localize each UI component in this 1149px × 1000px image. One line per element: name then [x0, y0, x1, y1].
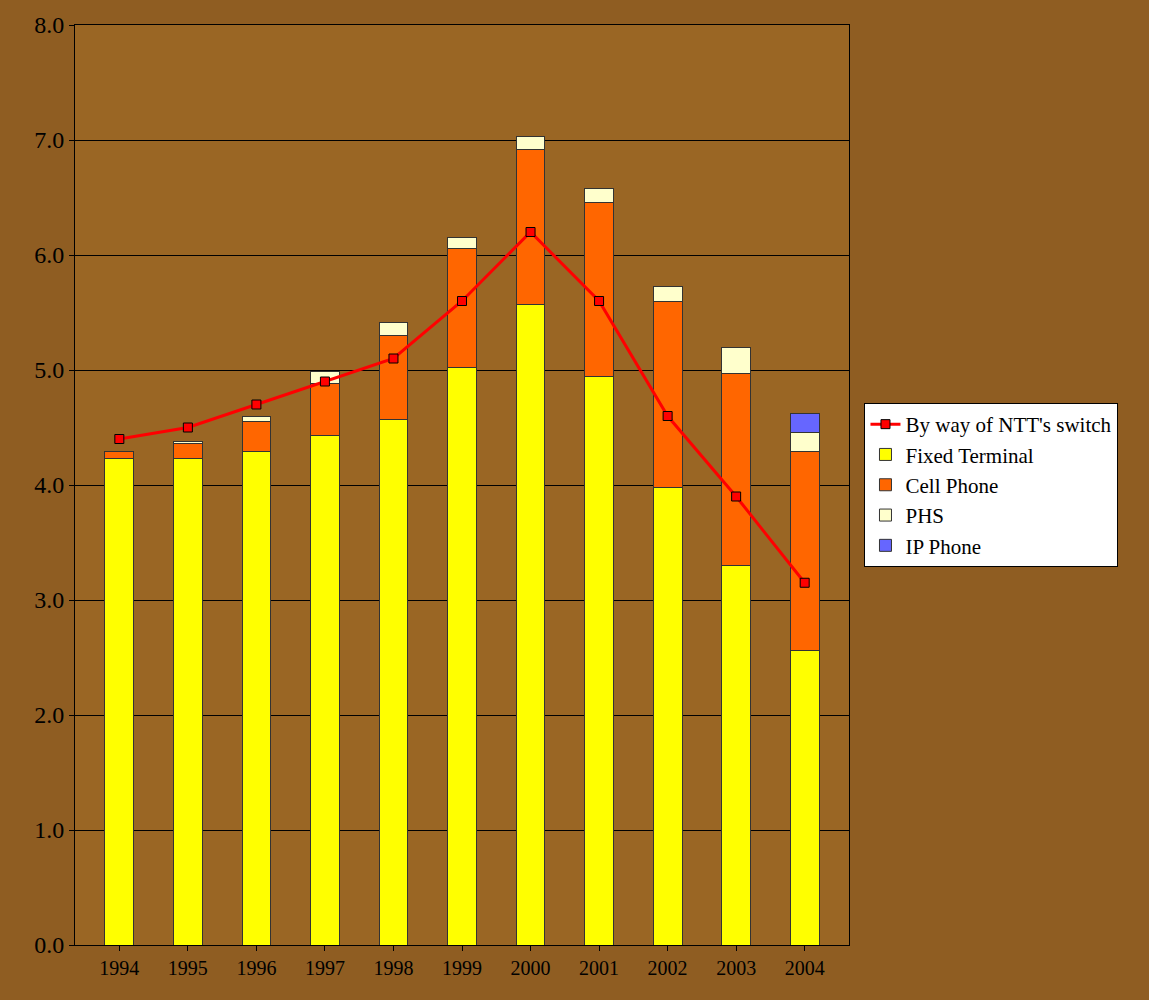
- svg-text:0.0: 0.0: [34, 932, 64, 958]
- svg-text:2004: 2004: [785, 957, 825, 979]
- svg-text:8.0: 8.0: [34, 12, 64, 38]
- svg-text:2003: 2003: [716, 957, 756, 979]
- svg-text:2001: 2001: [579, 957, 619, 979]
- svg-text:IP Phone: IP Phone: [905, 535, 981, 559]
- svg-text:1996: 1996: [236, 957, 276, 979]
- svg-text:By way of NTT's switch: By way of NTT's switch: [905, 413, 1111, 437]
- svg-text:1999: 1999: [442, 957, 482, 979]
- svg-text:2002: 2002: [648, 957, 688, 979]
- svg-text:2000: 2000: [511, 957, 551, 979]
- svg-text:7.0: 7.0: [34, 127, 64, 153]
- svg-text:1997: 1997: [305, 957, 345, 979]
- svg-text:1.0: 1.0: [34, 817, 64, 843]
- svg-text:5.0: 5.0: [34, 357, 64, 383]
- svg-text:6.0: 6.0: [34, 242, 64, 268]
- svg-text:1998: 1998: [373, 957, 413, 979]
- svg-text:1995: 1995: [168, 957, 208, 979]
- svg-text:3.0: 3.0: [34, 587, 64, 613]
- svg-text:Fixed Terminal: Fixed Terminal: [905, 444, 1033, 468]
- svg-text:PHS: PHS: [905, 504, 944, 528]
- svg-text:Cell Phone: Cell Phone: [905, 474, 998, 498]
- svg-text:2.0: 2.0: [34, 702, 64, 728]
- svg-text:1994: 1994: [99, 957, 139, 979]
- svg-text:4.0: 4.0: [34, 472, 64, 498]
